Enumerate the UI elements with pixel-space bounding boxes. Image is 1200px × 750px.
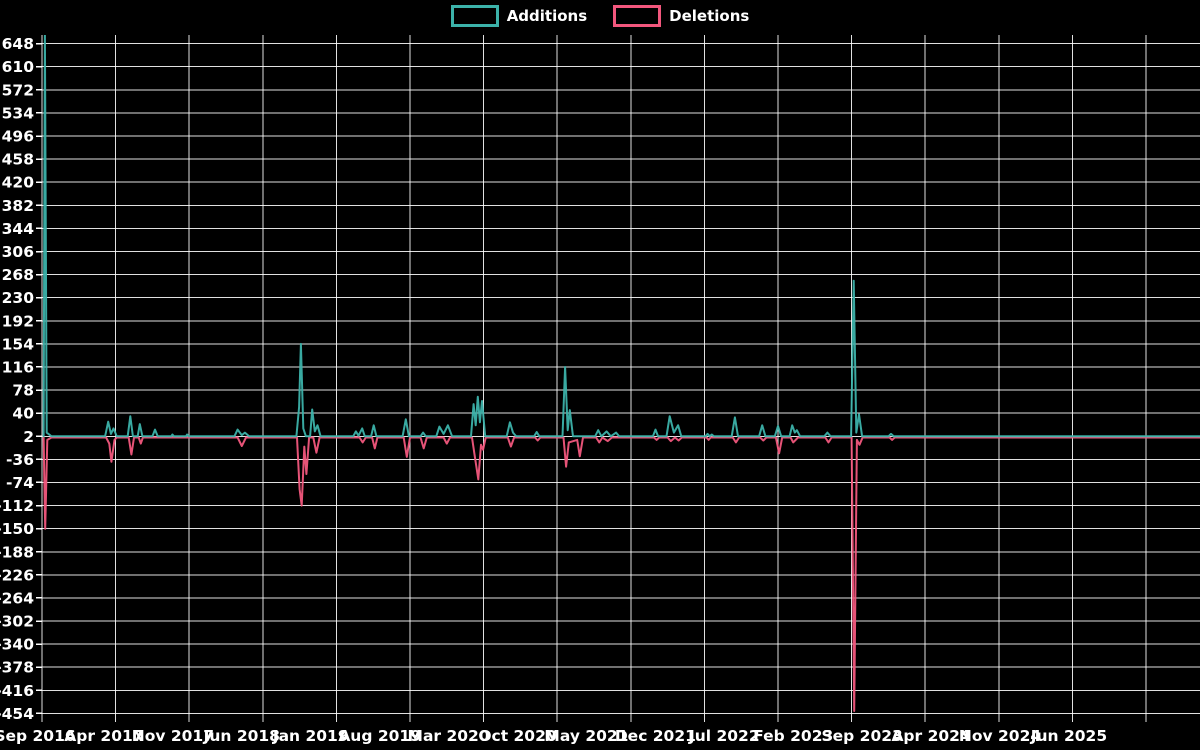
x-tick-label: May 2021 bbox=[544, 727, 628, 745]
y-tick-label: 648 bbox=[2, 35, 34, 53]
deletions-swatch-icon bbox=[613, 5, 662, 27]
x-tick-label: Jul 2022 bbox=[688, 727, 760, 745]
additions-line bbox=[42, 35, 1200, 438]
x-tick-label: Apr 2017 bbox=[64, 727, 143, 745]
y-tick-label: -150 bbox=[0, 520, 34, 538]
y-tick-label: -264 bbox=[0, 589, 34, 607]
x-tick-label: Oct 2020 bbox=[478, 727, 557, 745]
x-tick-label: Mar 2020 bbox=[408, 727, 490, 745]
legend-item-deletions[interactable]: Deletions bbox=[613, 5, 749, 27]
deletions-line bbox=[42, 436, 1200, 712]
x-tick-label: Nov 2024 bbox=[959, 727, 1041, 745]
y-tick-label: 40 bbox=[12, 405, 34, 423]
y-tick-label: -416 bbox=[0, 682, 34, 700]
y-tick-label: 78 bbox=[12, 382, 34, 400]
y-tick-label: 116 bbox=[2, 358, 34, 376]
x-tick-label: Feb 2023 bbox=[753, 727, 833, 745]
x-tick-label: Jan 2019 bbox=[272, 727, 349, 745]
x-tick-label: Jun 2018 bbox=[203, 727, 280, 745]
x-tick-label: Jun 2025 bbox=[1030, 727, 1107, 745]
y-tick-label: -226 bbox=[0, 566, 34, 584]
y-tick-label: -36 bbox=[6, 451, 34, 469]
y-tick-label: -340 bbox=[0, 636, 34, 654]
y-tick-label: -378 bbox=[0, 659, 34, 677]
x-tick-label: Apr 2024 bbox=[891, 727, 970, 745]
y-tick-label: 534 bbox=[2, 104, 35, 122]
x-tick-label: Aug 2019 bbox=[338, 727, 421, 745]
y-tick-label: -302 bbox=[0, 613, 34, 631]
y-tick-label: -188 bbox=[0, 543, 34, 561]
y-tick-label: 268 bbox=[2, 266, 34, 284]
x-tick-label: Sep 2016 bbox=[0, 727, 76, 745]
chart-legend: Additions Deletions bbox=[0, 5, 1200, 27]
additions-swatch-icon bbox=[450, 5, 499, 27]
y-tick-label: 2 bbox=[23, 428, 34, 446]
x-tick-label: Nov 2017 bbox=[132, 727, 214, 745]
y-tick-label: -74 bbox=[6, 474, 34, 492]
y-tick-label: 610 bbox=[2, 58, 35, 76]
y-tick-label: 154 bbox=[2, 335, 35, 353]
legend-label-deletions: Deletions bbox=[669, 6, 750, 25]
y-tick-label: 382 bbox=[2, 197, 34, 215]
series-group bbox=[42, 35, 1200, 712]
y-tick-label: 306 bbox=[2, 243, 34, 261]
legend-label-additions: Additions bbox=[506, 6, 588, 25]
y-tick-label: 420 bbox=[2, 174, 35, 192]
y-tick-label: 458 bbox=[2, 151, 34, 169]
x-tick-label: Dec 2021 bbox=[615, 727, 696, 745]
legend-item-additions[interactable]: Additions bbox=[450, 5, 588, 27]
x-tick-label: Sep 2023 bbox=[822, 727, 903, 745]
y-tick-label: -454 bbox=[0, 705, 34, 723]
y-tick-label: -112 bbox=[0, 497, 34, 515]
y-tick-label: 496 bbox=[2, 128, 34, 146]
y-tick-label: 230 bbox=[2, 289, 35, 307]
y-tick-label: 572 bbox=[2, 81, 34, 99]
y-tick-label: 344 bbox=[2, 220, 35, 238]
y-tick-label: 192 bbox=[2, 312, 34, 330]
